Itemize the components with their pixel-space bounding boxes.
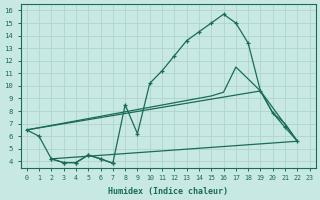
X-axis label: Humidex (Indice chaleur): Humidex (Indice chaleur) <box>108 187 228 196</box>
